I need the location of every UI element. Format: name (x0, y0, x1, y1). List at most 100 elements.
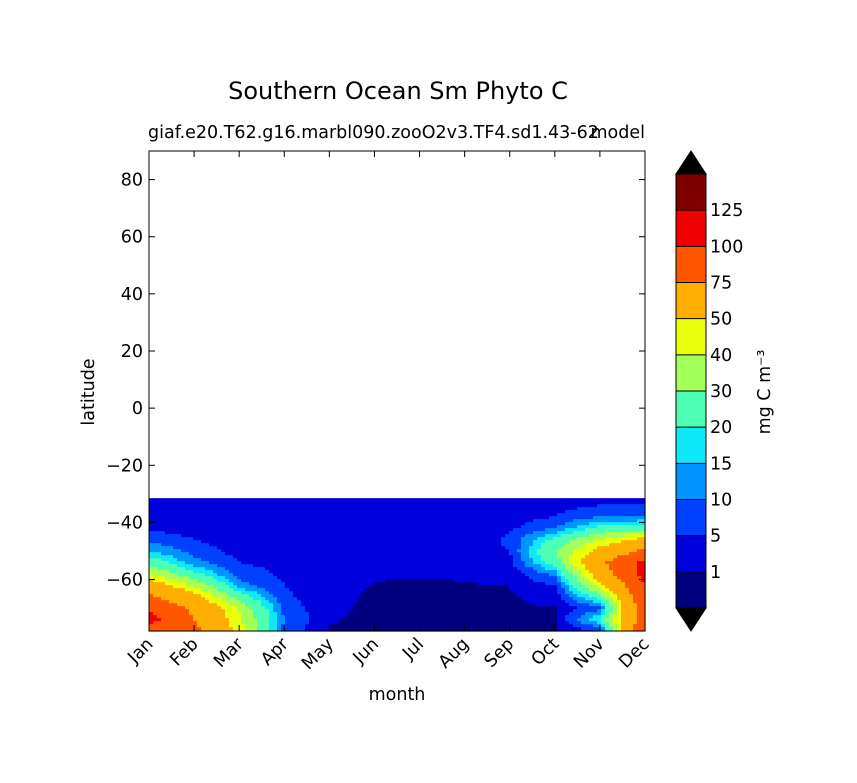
heatmap-cell (501, 573, 506, 577)
heatmap-cell (249, 603, 254, 607)
heatmap-cell (201, 498, 206, 502)
heatmap-cell (321, 522, 326, 526)
heatmap-cell (545, 585, 550, 589)
heatmap-cell (221, 579, 226, 583)
heatmap-cell (249, 609, 254, 613)
heatmap-cell (153, 606, 158, 610)
heatmap-cell (349, 576, 354, 580)
heatmap-cell (401, 504, 406, 508)
heatmap-cell (481, 600, 486, 604)
heatmap-cell (569, 507, 574, 511)
heatmap-cell (413, 588, 418, 592)
heatmap-cell (345, 513, 350, 517)
heatmap-cell (185, 612, 190, 616)
heatmap-cell (401, 609, 406, 613)
heatmap-cell (333, 522, 338, 526)
heatmap-cell (469, 552, 474, 556)
heatmap-cell (197, 573, 202, 577)
heatmap-cell (177, 585, 182, 589)
heatmap-cell (549, 522, 554, 526)
heatmap-cell (553, 564, 558, 568)
heatmap-cell (225, 561, 230, 565)
heatmap-cell (153, 540, 158, 544)
heatmap-cell (469, 516, 474, 520)
heatmap-cell (261, 528, 266, 532)
heatmap-cell (153, 597, 158, 601)
heatmap-cell (269, 627, 274, 631)
heatmap-cell (293, 573, 298, 577)
heatmap-cell (589, 537, 594, 541)
heatmap-cell (197, 531, 202, 535)
heatmap-cell (469, 507, 474, 511)
heatmap-cell (181, 501, 186, 505)
heatmap-cell (337, 513, 342, 517)
heatmap-cell (341, 504, 346, 508)
heatmap-cell (325, 534, 330, 538)
heatmap-cell (545, 504, 550, 508)
heatmap-cell (213, 540, 218, 544)
heatmap-cell (169, 582, 174, 586)
heatmap-cell (217, 534, 222, 538)
heatmap-cell (257, 510, 262, 514)
heatmap-cell (469, 513, 474, 517)
heatmap-cell (345, 609, 350, 613)
heatmap-cell (453, 579, 458, 583)
heatmap-cell (165, 624, 170, 628)
heatmap-cell (349, 516, 354, 520)
heatmap-cell (533, 549, 538, 553)
heatmap-cell (249, 615, 254, 619)
heatmap-cell (261, 513, 266, 517)
heatmap-cell (229, 582, 234, 586)
heatmap-cell (265, 627, 270, 631)
heatmap-cell (569, 609, 574, 613)
heatmap-cell (149, 612, 154, 616)
heatmap-cell (285, 555, 290, 559)
heatmap-cell (549, 510, 554, 514)
heatmap-cell (265, 498, 270, 502)
heatmap-cell (429, 594, 434, 598)
heatmap-cell (249, 504, 254, 508)
heatmap-cell (393, 501, 398, 505)
heatmap-cell (417, 531, 422, 535)
heatmap-cell (493, 531, 498, 535)
heatmap-cell (457, 546, 462, 550)
heatmap-cell (401, 561, 406, 565)
heatmap-cell (425, 519, 430, 523)
heatmap-cell (485, 609, 490, 613)
heatmap-cell (577, 525, 582, 529)
heatmap-cell (401, 621, 406, 625)
heatmap-cell (469, 570, 474, 574)
heatmap-cell (569, 504, 574, 508)
heatmap-cell (305, 501, 310, 505)
heatmap-cell (165, 498, 170, 502)
heatmap-cell (293, 501, 298, 505)
heatmap-cell (301, 519, 306, 523)
heatmap-cell (377, 627, 382, 631)
heatmap-cell (513, 591, 518, 595)
heatmap-cell (177, 564, 182, 568)
heatmap-cell (393, 531, 398, 535)
heatmap-cell (261, 600, 266, 604)
heatmap-cell (185, 576, 190, 580)
heatmap-cell (541, 540, 546, 544)
heatmap-cell (193, 621, 198, 625)
heatmap-cell (417, 504, 422, 508)
heatmap-cell (225, 570, 230, 574)
heatmap-cell (409, 540, 414, 544)
heatmap-cell (169, 531, 174, 535)
heatmap-cell (589, 609, 594, 613)
heatmap-cell (333, 600, 338, 604)
heatmap-cell (185, 498, 190, 502)
heatmap-cell (337, 540, 342, 544)
heatmap-cell (501, 549, 506, 553)
heatmap-cell (529, 561, 534, 565)
heatmap-cell (489, 525, 494, 529)
heatmap-cell (385, 582, 390, 586)
heatmap-cell (245, 543, 250, 547)
heatmap-cell (189, 501, 194, 505)
heatmap-cell (449, 552, 454, 556)
heatmap-cell (197, 576, 202, 580)
heatmap-cell (429, 588, 434, 592)
heatmap-cell (445, 582, 450, 586)
heatmap-cell (149, 609, 154, 613)
